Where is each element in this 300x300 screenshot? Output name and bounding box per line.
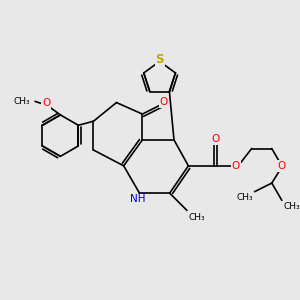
Text: O: O <box>42 98 50 108</box>
Text: O: O <box>212 134 220 144</box>
Text: NH: NH <box>130 194 146 205</box>
Text: CH₃: CH₃ <box>188 213 205 222</box>
Text: CH₃: CH₃ <box>14 97 30 106</box>
Text: O: O <box>278 161 286 171</box>
Text: S: S <box>155 53 164 66</box>
Text: CH₃: CH₃ <box>283 202 300 211</box>
Text: O: O <box>160 97 168 107</box>
Text: O: O <box>232 161 240 171</box>
Text: CH₃: CH₃ <box>236 193 253 202</box>
